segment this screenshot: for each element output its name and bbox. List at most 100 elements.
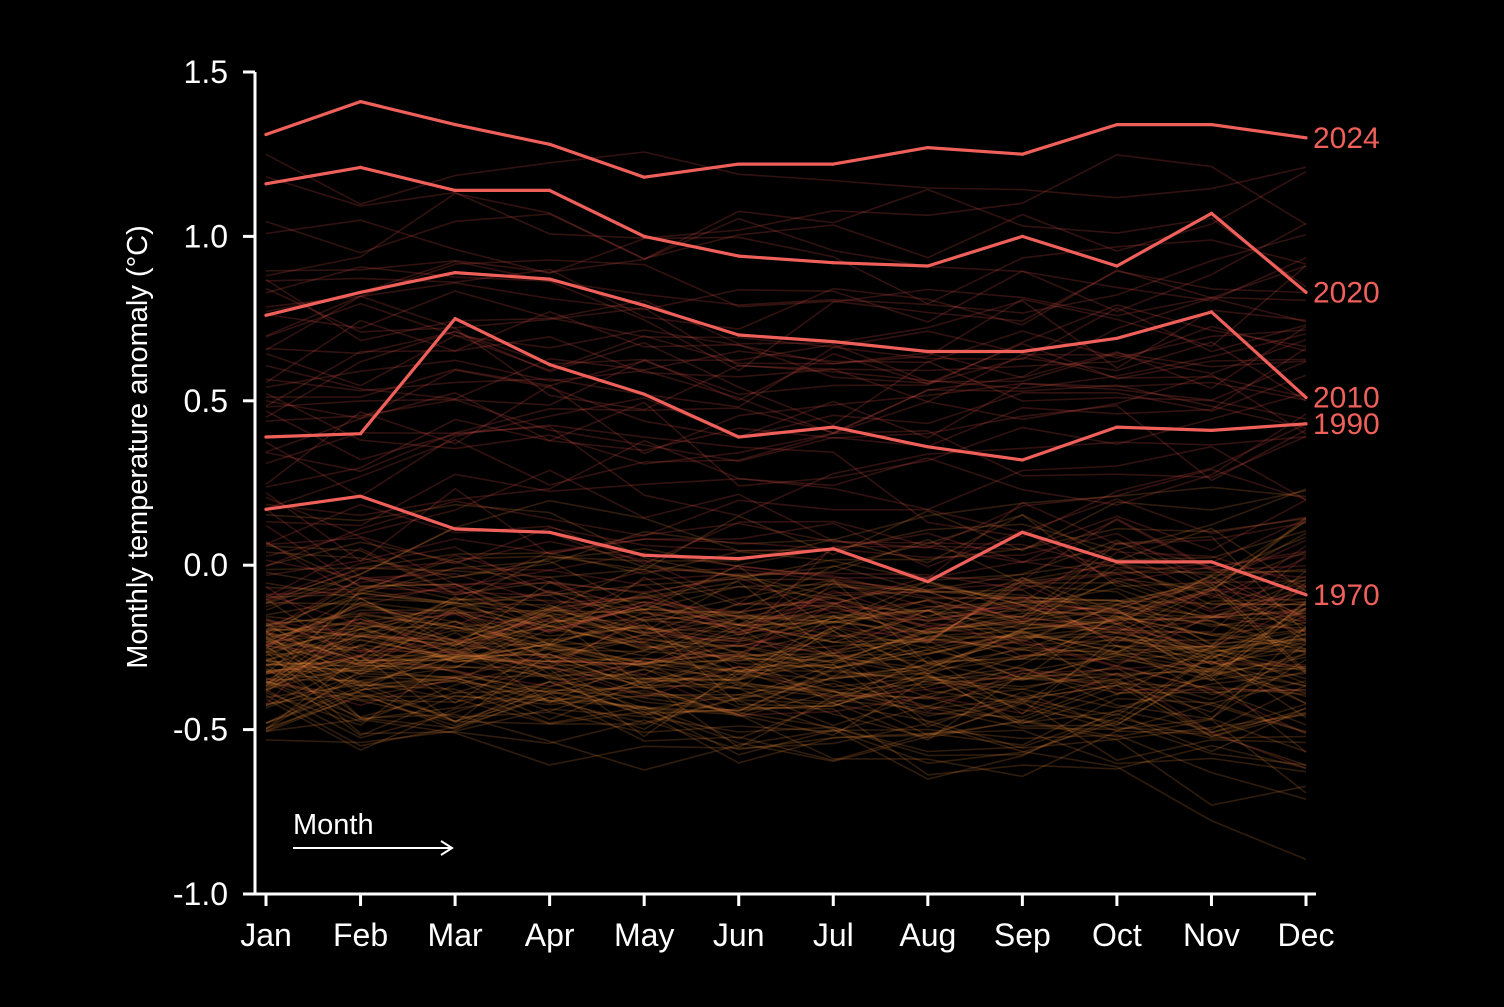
- background-year-line: [265, 499, 1307, 565]
- background-year-line: [265, 579, 1307, 694]
- series-point-1970: [1209, 560, 1214, 564]
- series-point-1970: [548, 530, 552, 534]
- series-point-1970: [1115, 560, 1119, 564]
- background-year-line: [265, 664, 1307, 753]
- background-year-line: [265, 302, 1307, 390]
- background-year-line: [265, 651, 1307, 749]
- background-year-line: [265, 654, 1307, 739]
- background-year-line: [265, 486, 1307, 628]
- background-year-line: [265, 530, 1307, 604]
- series-point-2010: [453, 271, 457, 275]
- series-point-2020: [264, 182, 268, 186]
- background-year-line: [265, 642, 1307, 677]
- background-year-line: [265, 643, 1307, 749]
- background-year-line: [265, 540, 1307, 634]
- series-point-2010: [264, 313, 268, 317]
- x-tick-label: Oct: [1092, 917, 1142, 953]
- series-point-2024: [1304, 136, 1308, 140]
- series-point-2020: [548, 188, 552, 192]
- background-year-line: [265, 676, 1307, 778]
- background-year-line: [265, 330, 1307, 402]
- background-year-line: [265, 487, 1307, 620]
- background-year-line: [265, 663, 1307, 734]
- background-year-line: [265, 295, 1307, 411]
- background-year-line: [265, 597, 1307, 675]
- background-year-line: [265, 630, 1307, 771]
- background-year-line: [265, 600, 1307, 680]
- background-year-line: [265, 265, 1307, 330]
- series-point-2020: [926, 264, 930, 268]
- background-year-line: [265, 392, 1307, 488]
- background-year-line: [265, 537, 1307, 624]
- series-point-1970: [737, 557, 741, 561]
- background-year-line: [265, 575, 1307, 680]
- background-year-line: [265, 329, 1307, 400]
- background-year-line: [265, 468, 1307, 558]
- axes: -1.0 -0.5 0.0 0.5 1.0 1.5 Jan Feb Mar Apr May Jun Ju…: [173, 54, 1335, 953]
- background-year-line: [265, 630, 1307, 725]
- series-point-2010: [737, 333, 741, 337]
- background-year-line: [265, 629, 1307, 705]
- background-year-line: [265, 546, 1307, 660]
- background-year-line: [265, 624, 1307, 723]
- series-label-2024: 2024: [1313, 122, 1380, 155]
- background-year-line: [265, 554, 1307, 705]
- background-year-line: [265, 655, 1307, 721]
- background-year-line: [265, 601, 1307, 647]
- background-year-line: [265, 718, 1307, 861]
- background-year-line: [265, 517, 1307, 688]
- background-year-line: [265, 600, 1307, 651]
- series-point-2024: [831, 162, 835, 166]
- background-year-line: [265, 618, 1307, 704]
- background-year-line: [265, 542, 1307, 660]
- background-year-line: [265, 219, 1307, 305]
- background-year-line: [265, 598, 1307, 659]
- background-year-line: [265, 708, 1307, 757]
- background-year-line: [265, 653, 1307, 733]
- series-point-2010: [926, 349, 930, 354]
- background-year-line: [265, 154, 1307, 239]
- y-tick-label: 1.0: [184, 218, 228, 254]
- background-year-line: [265, 489, 1307, 591]
- background-year-line: [265, 535, 1307, 635]
- background-year-line: [265, 287, 1307, 372]
- series-point-2024: [548, 142, 552, 146]
- background-year-line: [265, 649, 1307, 738]
- series-label-2010: 2010: [1313, 382, 1380, 415]
- background-year-line: [265, 581, 1307, 674]
- background-year-line: [265, 589, 1307, 687]
- y-tick-label: -0.5: [173, 712, 228, 748]
- background-year-line: [265, 343, 1307, 408]
- series-point-1970: [926, 580, 930, 584]
- x-tick-label: Jan: [240, 917, 292, 953]
- background-year-line: [265, 541, 1307, 656]
- series-label-1970: 1970: [1313, 579, 1380, 612]
- background-year-line: [265, 259, 1307, 337]
- series-point-1990: [642, 392, 646, 396]
- series-point-2024: [1020, 152, 1024, 156]
- background-year-line: [265, 559, 1307, 692]
- series-line-2024: [264, 99, 1308, 179]
- background-year-line: [265, 488, 1307, 612]
- background-year-line: [265, 646, 1307, 724]
- series-point-2010: [1115, 336, 1119, 340]
- series-point-2020: [1020, 234, 1024, 238]
- x-tick-label: Mar: [428, 917, 483, 953]
- background-year-line: [265, 526, 1307, 628]
- background-year-line: [265, 650, 1307, 751]
- series-point-2024: [453, 123, 457, 127]
- background-year-line: [265, 517, 1307, 601]
- background-year-line: [265, 619, 1307, 708]
- series-point-2024: [926, 146, 930, 150]
- series-point-2020: [453, 188, 457, 192]
- background-year-line: [265, 554, 1307, 644]
- background-year-lines: [265, 151, 1307, 861]
- month-annotation: Month: [293, 809, 454, 856]
- series-point-1990: [358, 432, 363, 436]
- background-year-line: [265, 653, 1307, 770]
- background-year-line: [265, 310, 1307, 407]
- background-year-line: [265, 603, 1307, 685]
- background-year-line: [265, 570, 1307, 639]
